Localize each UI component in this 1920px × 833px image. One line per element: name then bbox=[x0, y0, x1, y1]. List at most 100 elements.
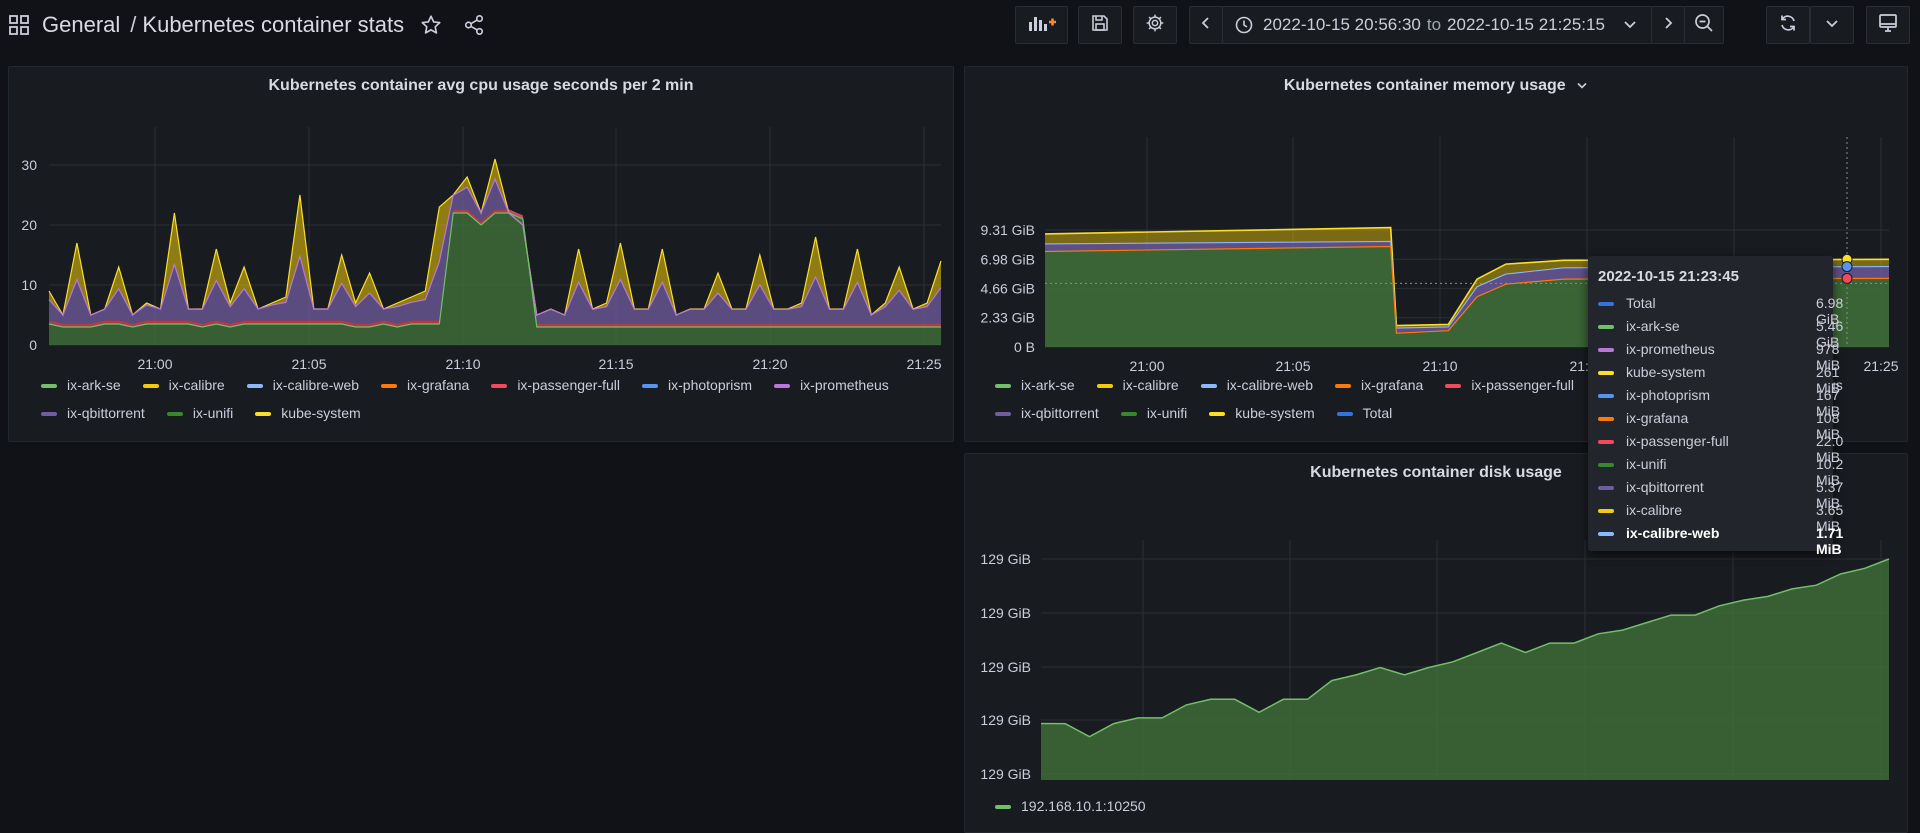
legend-item[interactable]: Total bbox=[1336, 405, 1393, 421]
legend-label: Total bbox=[1362, 405, 1393, 421]
dashboards-grid-icon[interactable] bbox=[9, 15, 29, 40]
legend-label: ix-grafana bbox=[407, 377, 470, 393]
zoom-out-icon bbox=[1694, 13, 1714, 38]
share-icon[interactable] bbox=[463, 14, 485, 41]
panel-title[interactable]: Kubernetes container avg cpu usage secon… bbox=[268, 77, 694, 94]
legend-swatch bbox=[1445, 384, 1462, 389]
tooltip-swatch bbox=[1598, 417, 1614, 421]
chevron-down-icon bbox=[1825, 16, 1839, 34]
tooltip-series-value: 6.98 GiB bbox=[1816, 295, 1844, 327]
dashboard-title[interactable]: Kubernetes container stats bbox=[142, 12, 405, 37]
tooltip-swatch bbox=[1598, 348, 1614, 352]
legend-item[interactable]: ix-ark-se bbox=[995, 377, 1075, 393]
tooltip-swatch bbox=[1598, 440, 1614, 444]
tooltip-series-name: ix-unifi bbox=[1626, 456, 1667, 472]
time-range-from: 2022-10-15 20:56:30 bbox=[1263, 15, 1421, 34]
legend-swatch bbox=[255, 412, 272, 417]
legend-row: ix-ark-se ix-calibre ix-calibre-web ix-graf… bbox=[41, 377, 911, 393]
save-dashboard-button[interactable] bbox=[1078, 6, 1122, 44]
y-tick-label: 4.66 GiB bbox=[981, 280, 1035, 296]
legend-item[interactable]: ix-photoprism bbox=[642, 377, 752, 393]
panel-title[interactable]: Kubernetes container memory usage bbox=[965, 77, 1907, 95]
legend-item[interactable]: kube-system bbox=[1209, 405, 1315, 421]
tooltip-timestamp: 2022-10-15 21:23:45 bbox=[1598, 268, 1739, 285]
legend-item[interactable]: ix-grafana bbox=[381, 377, 469, 393]
legend-row: ix-qbittorrent ix-unifi kube-system Total bbox=[995, 405, 1414, 421]
tooltip-series-value: 3.65 MiB bbox=[1816, 502, 1844, 534]
zoom-out-button[interactable] bbox=[1684, 6, 1724, 44]
ix-calibre-area bbox=[49, 159, 941, 315]
panel-title[interactable]: Kubernetes container disk usage bbox=[1310, 464, 1562, 481]
cpu-usage-chart[interactable]: 0 10 20 30 21:00 21:05 21:10 21:15 21:20 21:25 bbox=[9, 107, 955, 407]
legend-item[interactable]: ix-passenger-full bbox=[1445, 377, 1574, 393]
x-tick-label: 21:25 bbox=[1863, 358, 1898, 374]
legend-swatch bbox=[1209, 412, 1226, 417]
time-forward-button[interactable] bbox=[1651, 6, 1685, 44]
legend-item[interactable]: 192.168.10.1:10250 bbox=[995, 798, 1146, 814]
tooltip-row: Total 6.98 GiB bbox=[1598, 294, 1843, 327]
tv-mode-button[interactable] bbox=[1866, 6, 1910, 44]
legend-item[interactable]: ix-ark-se bbox=[41, 377, 121, 393]
legend-swatch bbox=[995, 412, 1011, 417]
tooltip-swatch bbox=[1598, 463, 1614, 467]
y-tick-label: 129 GiB bbox=[980, 551, 1031, 567]
star-icon[interactable] bbox=[420, 14, 442, 41]
legend-swatch bbox=[1200, 384, 1217, 389]
y-tick-label: 129 GiB bbox=[980, 712, 1031, 728]
tooltip-swatch bbox=[1598, 394, 1614, 398]
legend-swatch bbox=[246, 384, 263, 389]
x-tick-label: 21:15 bbox=[598, 356, 633, 372]
legend-item[interactable]: ix-prometheus bbox=[774, 377, 889, 393]
settings-button[interactable] bbox=[1133, 6, 1177, 44]
refresh-button[interactable] bbox=[1766, 6, 1810, 44]
add-panel-button[interactable] bbox=[1015, 6, 1068, 44]
legend-item[interactable]: ix-calibre-web bbox=[246, 377, 359, 393]
memory-legend: ix-ark-se ix-calibre ix-calibre-web ix-graf… bbox=[995, 377, 1895, 437]
tooltip-row: ix-unifi 10.2 MiB bbox=[1598, 455, 1843, 488]
tooltip-series-value: 167 MiB bbox=[1816, 387, 1841, 419]
legend-item[interactable]: ix-calibre-web bbox=[1200, 377, 1314, 393]
tooltip-swatch bbox=[1598, 486, 1614, 490]
legend-swatch bbox=[491, 384, 508, 389]
breadcrumb-folder[interactable]: General bbox=[42, 12, 121, 37]
time-back-button[interactable] bbox=[1189, 6, 1223, 44]
x-tick-label: 21:00 bbox=[1129, 358, 1164, 374]
legend-item[interactable]: ix-grafana bbox=[1335, 377, 1423, 393]
tooltip-series-name: ix-qbittorrent bbox=[1626, 479, 1704, 495]
monitor-icon bbox=[1878, 13, 1898, 38]
refresh-interval-dropdown[interactable] bbox=[1810, 6, 1854, 44]
y-tick-label: 30 bbox=[21, 157, 37, 173]
save-icon bbox=[1091, 14, 1109, 37]
legend-item[interactable]: ix-calibre bbox=[142, 377, 225, 393]
x-tick-label: 21:00 bbox=[137, 356, 172, 372]
tooltip-series-name: ix-grafana bbox=[1626, 410, 1689, 426]
legend-item[interactable]: ix-qbittorrent bbox=[41, 405, 145, 421]
tooltip-row: ix-passenger-full 22.0 MiB bbox=[1598, 432, 1843, 465]
top-navbar: General / Kubernetes container stats 2022-… bbox=[0, 0, 1920, 52]
tooltip-row: ix-photoprism 167 MiB bbox=[1598, 386, 1840, 419]
legend-item[interactable]: ix-unifi bbox=[1120, 405, 1187, 421]
legend-label: 192.168.10.1:10250 bbox=[1021, 798, 1146, 814]
tooltip-swatch bbox=[1598, 325, 1614, 329]
legend-swatch bbox=[1096, 384, 1113, 389]
tooltip-row: ix-grafana 108 MiB bbox=[1598, 409, 1840, 442]
disk-legend: 192.168.10.1:10250 bbox=[995, 798, 1595, 822]
hover-point bbox=[1841, 261, 1853, 273]
tooltip-series-name: ix-prometheus bbox=[1626, 341, 1715, 357]
legend-item[interactable]: ix-unifi bbox=[166, 405, 233, 421]
legend-item[interactable]: ix-qbittorrent bbox=[995, 405, 1099, 421]
legend-swatch bbox=[995, 384, 1011, 389]
chevron-left-icon bbox=[1200, 16, 1212, 35]
legend-item[interactable]: ix-passenger-full bbox=[491, 377, 620, 393]
x-tick-label: 21:20 bbox=[752, 356, 787, 372]
refresh-icon bbox=[1778, 13, 1798, 38]
legend-swatch bbox=[41, 384, 57, 389]
legend-item[interactable]: ix-calibre bbox=[1096, 377, 1179, 393]
time-range-picker[interactable]: 2022-10-15 20:56:30 to 2022-10-15 21:25:15 bbox=[1222, 6, 1652, 44]
y-tick-label: 129 GiB bbox=[980, 659, 1031, 675]
tooltip-swatch bbox=[1598, 532, 1614, 536]
legend-item[interactable]: kube-system bbox=[255, 405, 361, 421]
legend-label: ix-ark-se bbox=[1021, 377, 1075, 393]
legend-label: ix-calibre-web bbox=[1226, 377, 1314, 393]
